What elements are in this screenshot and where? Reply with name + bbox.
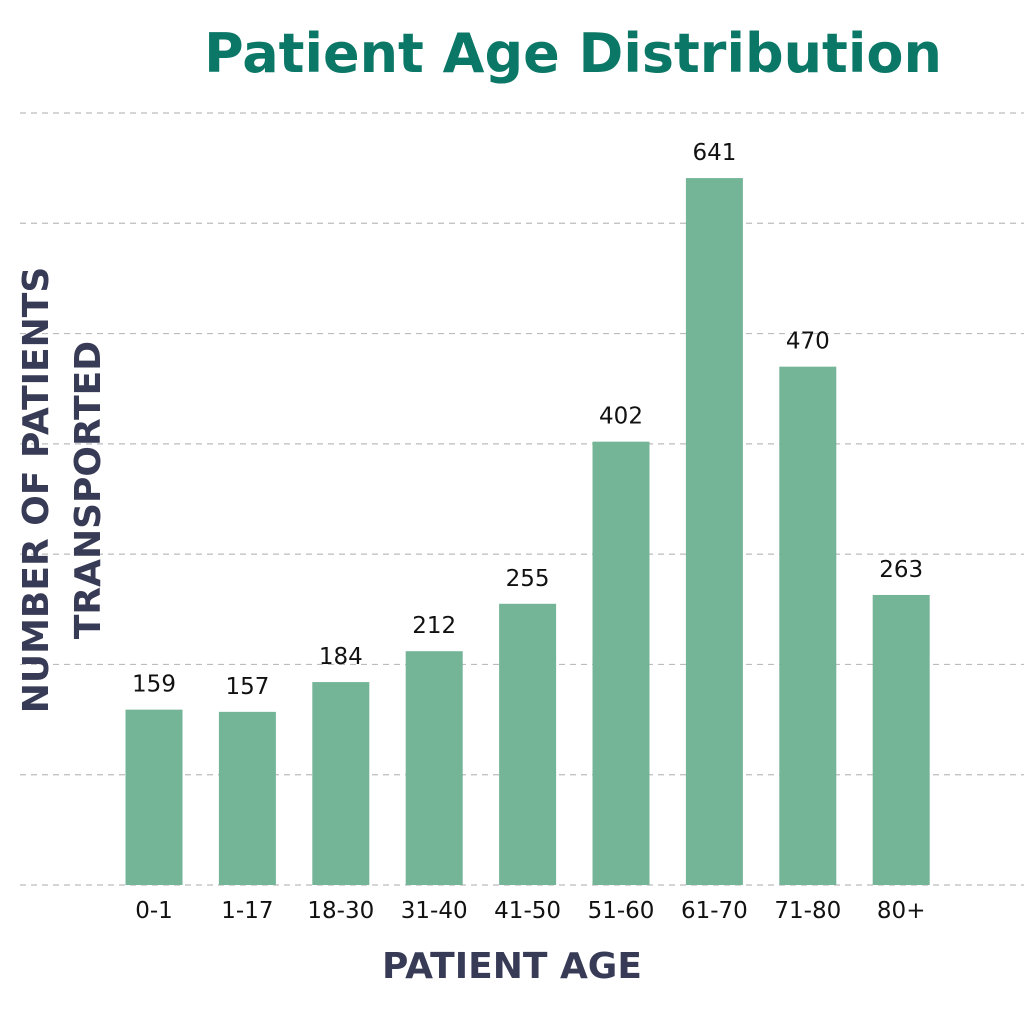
bar-41-50	[499, 603, 557, 885]
gridlines	[20, 112, 1024, 886]
chart-title: Patient Age Distribution	[204, 22, 942, 85]
x-tick-label-1-17: 1-17	[221, 898, 273, 924]
y-axis-title: NUMBER OF PATIENTS TRANSPORTED	[16, 267, 109, 714]
data-label-51-60: 402	[599, 404, 643, 430]
bar-80+	[872, 594, 930, 885]
data-labels: 159 157 184 212 255 402 641 470 263	[132, 140, 923, 700]
data-label-80+: 263	[879, 557, 923, 583]
y-axis-title-line-1: NUMBER OF PATIENTS	[16, 267, 57, 714]
data-label-71-80: 470	[786, 329, 830, 355]
data-label-1-17: 157	[225, 674, 269, 700]
x-tick-label-61-70: 61-70	[681, 898, 748, 924]
bar-0-1	[125, 709, 183, 885]
x-tick-label-51-60: 51-60	[588, 898, 655, 924]
data-label-41-50: 255	[506, 566, 550, 592]
x-tick-label-18-30: 18-30	[307, 898, 374, 924]
x-tick-labels: 0-1 1-17 18-30 31-40 41-50 51-60 61-70 71-80 80+	[135, 898, 925, 924]
x-tick-label-0-1: 0-1	[135, 898, 173, 924]
bar-61-70	[685, 178, 743, 885]
data-label-61-70: 641	[692, 140, 736, 166]
data-label-18-30: 184	[319, 644, 363, 670]
data-label-31-40: 212	[412, 613, 456, 639]
bars	[125, 178, 930, 886]
bar-51-60	[592, 441, 650, 885]
x-tick-label-41-50: 41-50	[494, 898, 561, 924]
x-tick-label-71-80: 71-80	[774, 898, 841, 924]
bar-1-17	[218, 711, 276, 885]
y-axis-title-line-2: TRANSPORTED	[68, 341, 109, 639]
bar-71-80	[779, 366, 837, 886]
x-tick-label-31-40: 31-40	[401, 898, 468, 924]
x-axis-title: PATIENT AGE	[382, 946, 642, 987]
data-label-0-1: 159	[132, 672, 176, 698]
x-tick-label-80+: 80+	[877, 898, 926, 924]
bar-31-40	[405, 651, 463, 885]
bar-18-30	[312, 682, 370, 885]
